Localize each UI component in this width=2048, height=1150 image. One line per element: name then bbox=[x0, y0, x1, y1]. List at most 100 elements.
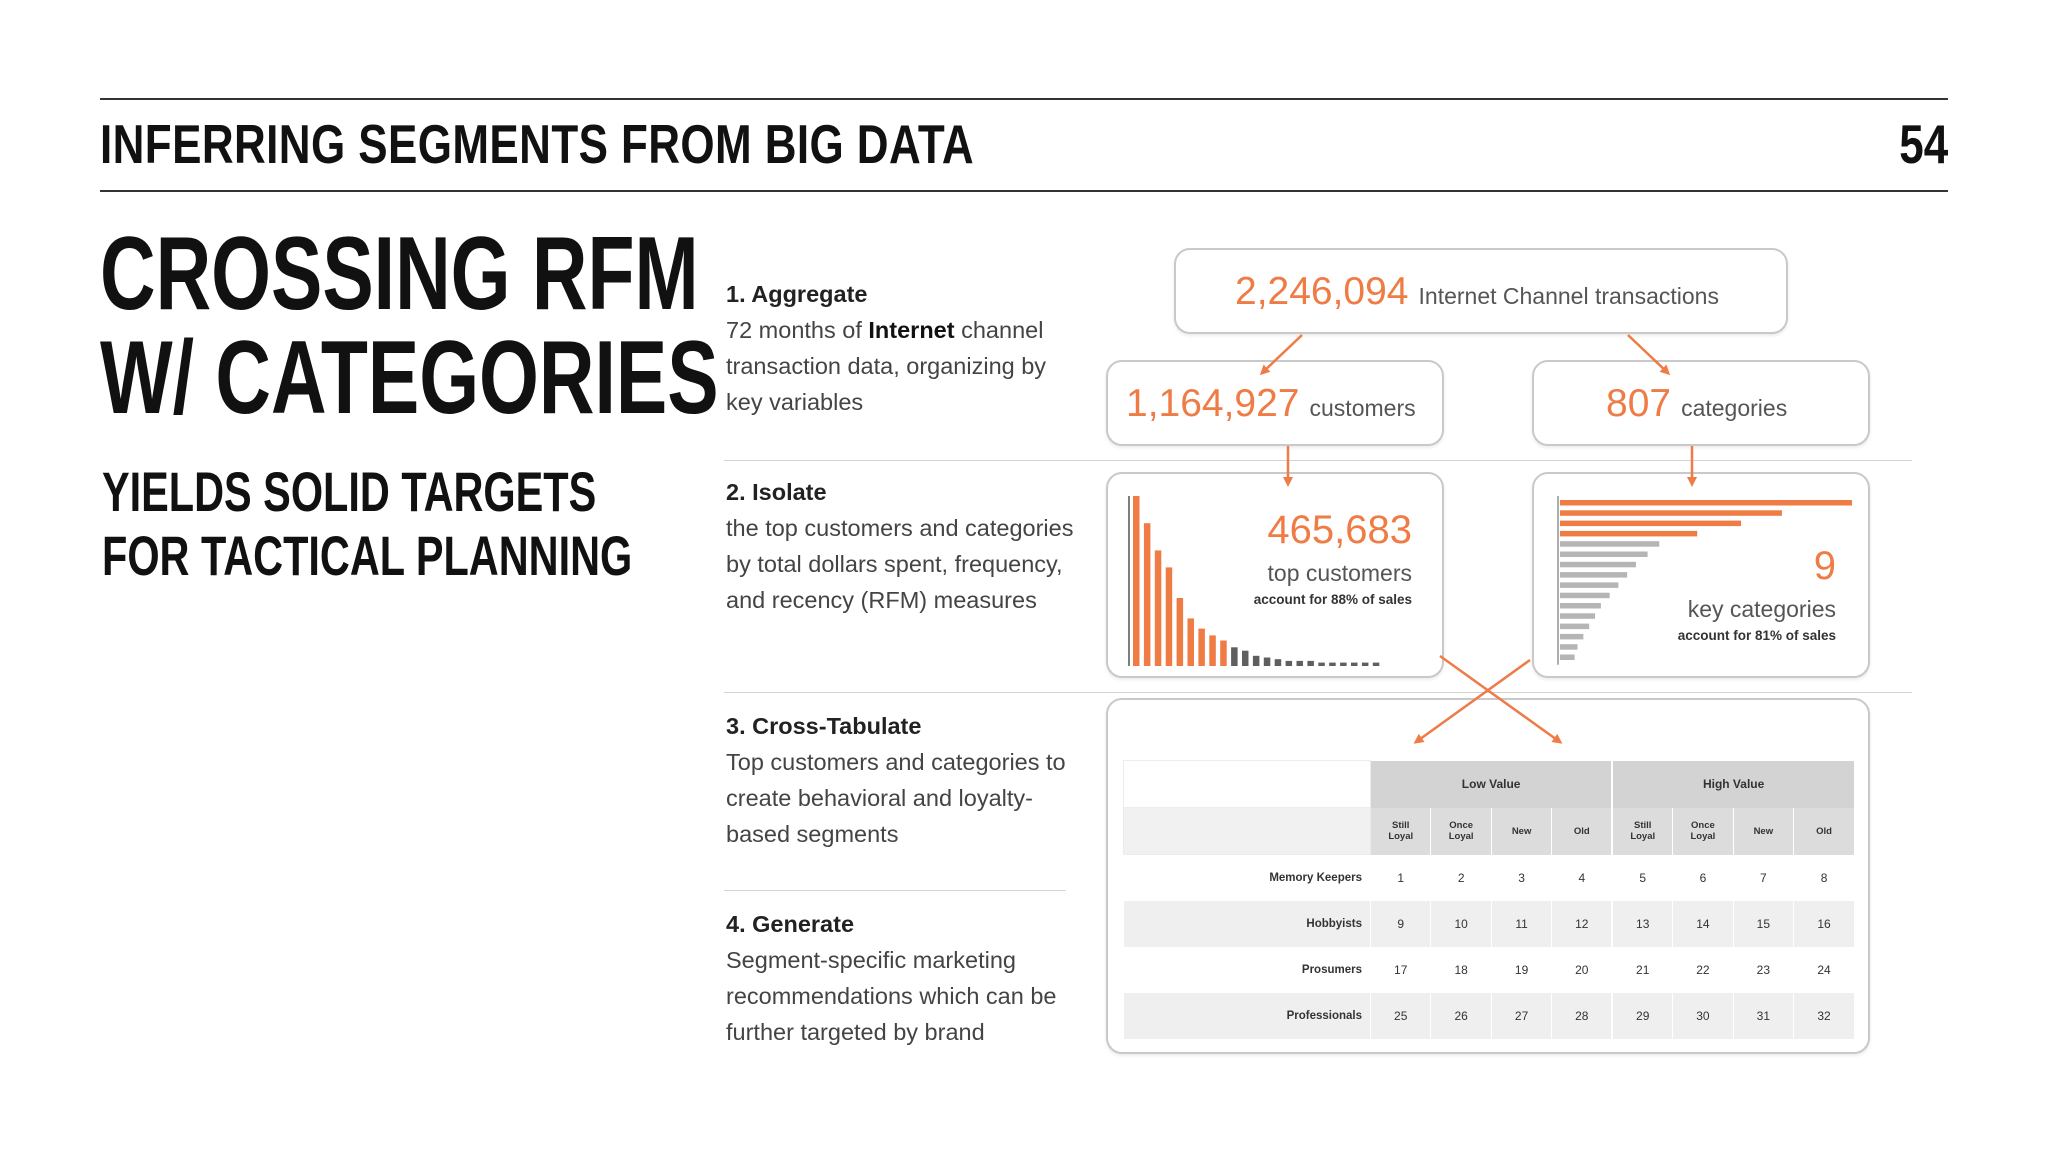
chart-bar bbox=[1209, 635, 1216, 666]
categories-value: 807 bbox=[1606, 382, 1672, 425]
step-text-part: channel transaction data, organizing by … bbox=[726, 317, 1047, 415]
transactions-kpi: 2,246,094 Internet Channel transactions bbox=[1235, 270, 1719, 314]
arrow-top-customers-to-table bbox=[1439, 654, 1563, 744]
table-corner-cell bbox=[1123, 760, 1371, 808]
slide-title: CROSSING RFM W/ CATEGORIES bbox=[100, 222, 719, 430]
table-row: Memory Keepers 1 2 3 4 5 6 7 8 bbox=[1123, 854, 1854, 901]
step-text-emphasis: Internet bbox=[868, 317, 955, 343]
table-group-header-row: Low Value High Value bbox=[1123, 760, 1854, 808]
segment-cell: 16 bbox=[1793, 901, 1854, 947]
chart-bar bbox=[1560, 654, 1575, 660]
chart-bar bbox=[1560, 633, 1584, 640]
arrow-key-categories-to-table bbox=[1413, 658, 1531, 744]
slide-subtitle-line-1: YIELDS SOLID TARGETS bbox=[102, 460, 597, 523]
top-customers-value: 465,683 bbox=[1267, 508, 1412, 552]
chart-bar bbox=[1560, 572, 1628, 578]
segment-cell: 31 bbox=[1732, 993, 1794, 1039]
segment-cell: 19 bbox=[1490, 947, 1552, 993]
segment-table-body: Low Value High Value Still Loyal Once Loy… bbox=[1123, 760, 1854, 1039]
segment-cell: 26 bbox=[1430, 993, 1492, 1039]
chart-bar bbox=[1285, 660, 1293, 666]
chart-bar bbox=[1307, 660, 1314, 666]
chart-bar bbox=[1560, 592, 1610, 599]
step-text: 72 months of Internet channel transactio… bbox=[726, 312, 1076, 420]
segment-cell: 18 bbox=[1430, 947, 1492, 993]
segment-cell: 28 bbox=[1551, 993, 1613, 1039]
segment-cell: 3 bbox=[1490, 854, 1552, 901]
segment-cell: 6 bbox=[1672, 854, 1734, 901]
chart-bar bbox=[1560, 613, 1596, 619]
step-text: Segment-specific marketing recommendatio… bbox=[726, 947, 1057, 1045]
segment-cell: 17 bbox=[1369, 947, 1431, 993]
group-header-high-value: High Value bbox=[1611, 760, 1854, 808]
column-header: Once Loyal bbox=[1672, 807, 1734, 855]
segment-cell: 5 bbox=[1611, 854, 1673, 901]
chart-bar bbox=[1165, 567, 1173, 666]
segment-cell: 27 bbox=[1490, 993, 1552, 1039]
slide-subtitle: YIELDS SOLID TARGETS FOR TACTICAL PLANNI… bbox=[102, 460, 632, 588]
chart-bar bbox=[1560, 510, 1782, 516]
segment-cell: 11 bbox=[1490, 901, 1552, 947]
column-header: New bbox=[1732, 807, 1794, 855]
categories-card bbox=[1532, 360, 1870, 446]
chart-bar bbox=[1560, 551, 1648, 557]
step-heading: 4. Generate bbox=[726, 911, 855, 937]
chart-bar bbox=[1560, 644, 1578, 650]
step-cross-tabulate: 3. Cross-Tabulate Top customers and cate… bbox=[726, 708, 1076, 852]
chart-bar bbox=[1231, 647, 1238, 666]
chart-bar bbox=[1560, 541, 1660, 547]
segment-cell: 4 bbox=[1551, 854, 1613, 901]
chart-bar bbox=[1176, 598, 1184, 666]
chart-bar bbox=[1560, 530, 1698, 537]
chart-bar bbox=[1361, 662, 1369, 666]
step-isolate: 2. Isolate the top customers and categor… bbox=[726, 474, 1076, 618]
segment-cell: 15 bbox=[1732, 901, 1794, 947]
step-text: the top customers and categories by tota… bbox=[726, 515, 1074, 613]
header-bottom-rule bbox=[100, 190, 1948, 192]
segment-cell: 2 bbox=[1430, 854, 1492, 901]
column-header: Still Loyal bbox=[1370, 807, 1431, 855]
top-customers-note: account for 88% of sales bbox=[1253, 592, 1412, 607]
step-generate: 4. Generate Segment-specific marketing r… bbox=[726, 906, 1076, 1050]
chart-bar bbox=[1263, 657, 1271, 666]
segment-cell: 32 bbox=[1793, 993, 1854, 1039]
step-heading: 3. Cross-Tabulate bbox=[726, 713, 922, 739]
chart-bar bbox=[1560, 623, 1590, 630]
slide-subtitle-line-2: FOR TACTICAL PLANNING bbox=[102, 524, 633, 587]
chart-bar bbox=[1154, 550, 1162, 666]
step-text: Top customers and categories to create b… bbox=[726, 749, 1066, 847]
top-customers-bar-chart bbox=[1128, 496, 1380, 666]
segment-cell: 23 bbox=[1732, 947, 1794, 993]
segment-cell: 10 bbox=[1430, 901, 1492, 947]
chart-bar bbox=[1187, 618, 1194, 666]
key-categories-label: key categories bbox=[1687, 596, 1836, 622]
chart-bar bbox=[1133, 496, 1140, 666]
chart-bar bbox=[1242, 650, 1249, 666]
top-customers-label: top customers bbox=[1267, 560, 1412, 586]
customers-value: 1,164,927 bbox=[1126, 382, 1300, 425]
chart-bar bbox=[1560, 582, 1619, 588]
customers-card bbox=[1106, 360, 1444, 446]
step-divider bbox=[724, 692, 1912, 693]
chart-bar bbox=[1318, 662, 1325, 666]
table-row: Professionals 25 26 27 28 29 30 31 32 bbox=[1123, 993, 1854, 1039]
header-top-rule bbox=[100, 98, 1948, 100]
chart-bar bbox=[1252, 655, 1260, 666]
column-header: New bbox=[1490, 807, 1552, 855]
arrow-transactions-to-categories bbox=[1627, 334, 1671, 376]
row-label: Prosumers bbox=[1123, 947, 1371, 993]
segment-cell: 22 bbox=[1672, 947, 1734, 993]
column-header: Old bbox=[1793, 807, 1854, 855]
chart-bar bbox=[1198, 628, 1205, 666]
transactions-value: 2,246,094 bbox=[1235, 270, 1409, 313]
step-divider bbox=[724, 460, 1912, 461]
header-title: INFERRING SEGMENTS FROM BIG DATA bbox=[100, 113, 975, 175]
segment-cell: 12 bbox=[1551, 901, 1613, 947]
segment-cell: 29 bbox=[1611, 993, 1673, 1039]
chart-bar bbox=[1560, 561, 1636, 568]
chart-bar bbox=[1560, 520, 1742, 527]
step-heading: 1. Aggregate bbox=[726, 281, 868, 307]
top-customers-card bbox=[1106, 472, 1444, 678]
segment-table: Low Value High Value Still Loyal Once Loy… bbox=[1123, 760, 1854, 1039]
